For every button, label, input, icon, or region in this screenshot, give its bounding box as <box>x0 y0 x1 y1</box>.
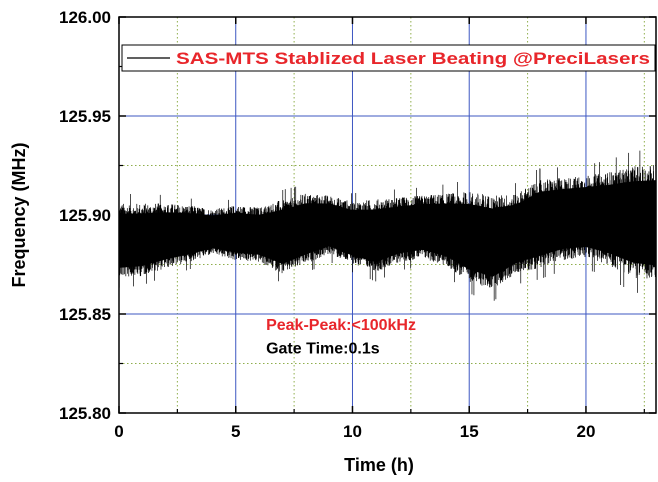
y-tick-label: 125.80 <box>59 404 111 423</box>
peak-peak-annotation: Peak-Peak:<100kHz <box>266 317 416 334</box>
x-tick-label: 20 <box>576 422 595 441</box>
x-axis-label: Time (h) <box>344 455 414 475</box>
y-tick-label: 125.85 <box>59 305 111 324</box>
legend-series-label: SAS-MTS Stablized Laser Beating @PreciLa… <box>176 50 650 68</box>
y-tick-label: 125.95 <box>59 107 111 126</box>
x-tick-label: 0 <box>114 422 123 441</box>
x-tick-label: 15 <box>460 422 479 441</box>
legend-box <box>121 44 656 72</box>
gate-time-annotation: Gate Time:0.1s <box>266 341 380 358</box>
y-tick-label: 126.00 <box>59 8 111 27</box>
legend: SAS-MTS Stablized Laser Beating @PreciLa… <box>121 44 656 72</box>
x-tick-label: 5 <box>231 422 240 441</box>
y-axis-label: Frequency (MHz) <box>9 142 29 287</box>
tick-layer: 0 5 10 15 20 125.80 125.85 125.90 125.95 126.00 <box>59 8 656 441</box>
y-tick-label: 125.90 <box>59 206 111 225</box>
x-tick-label: 10 <box>343 422 362 441</box>
series-data-layer <box>118 150 657 301</box>
